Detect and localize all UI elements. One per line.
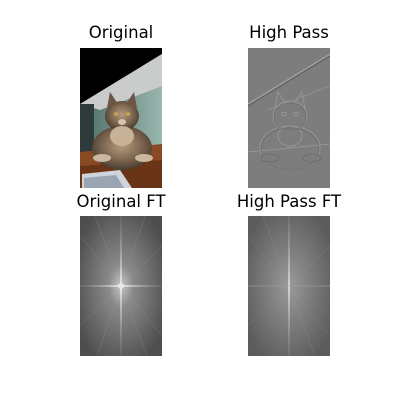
original-ft-image (80, 216, 162, 356)
panel-title-original: Original (88, 23, 154, 42)
panel-title-original-ft: Original FT (76, 192, 166, 211)
high-pass-image (248, 48, 330, 188)
high-pass-ft-image (248, 216, 330, 356)
original-image (80, 48, 162, 188)
panel-title-high-pass: High Pass (249, 23, 329, 42)
spectrum-icon (80, 216, 162, 356)
panel-title-high-pass-ft: High Pass FT (236, 192, 342, 211)
edge-map-icon (248, 48, 330, 188)
spectrum-icon (248, 216, 330, 356)
cat-photo-icon (80, 48, 162, 188)
